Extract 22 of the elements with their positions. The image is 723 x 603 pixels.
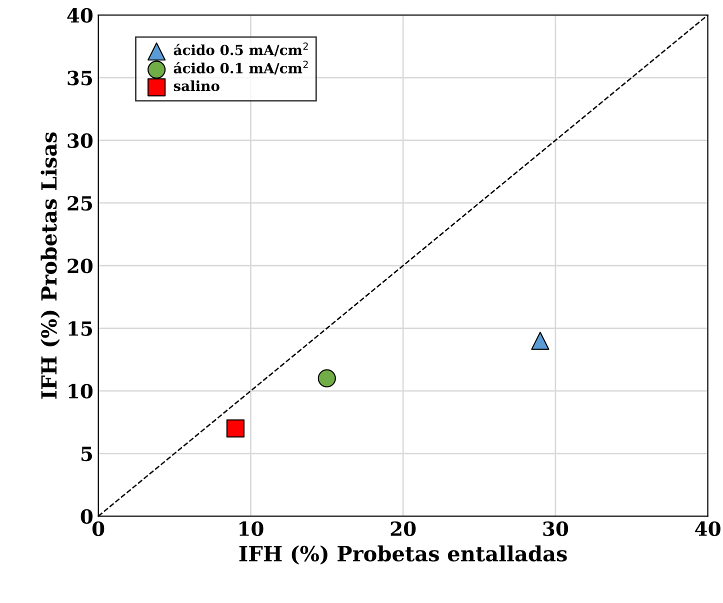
x-tick-label: 40 <box>695 521 720 536</box>
y-tick-label: 20 <box>68 258 93 274</box>
y-tick-label: 40 <box>67 8 93 23</box>
x-tick-label: 20 <box>390 521 416 536</box>
y-tick-label: 10 <box>68 384 93 399</box>
point <box>531 332 550 350</box>
y-tick-label: 15 <box>68 321 92 336</box>
point <box>318 369 336 388</box>
x-tick-label: 0 <box>92 521 104 536</box>
point <box>226 419 245 438</box>
y-tick-label: 35 <box>68 70 92 86</box>
legend-label: salino <box>174 80 220 92</box>
x-axis-title: IFH (%) Probetas entalladas <box>239 545 567 564</box>
y-tick-label: 30 <box>68 133 93 148</box>
x-tick-label: 30 <box>543 521 568 536</box>
y-tick-label: 5 <box>82 446 92 462</box>
legend-label: ácido 0.5 mA/cm$^{2}$ <box>174 42 308 56</box>
y-axis-title: IFH (%) Probetas Lisas <box>40 132 60 399</box>
y-tick-label: 0 <box>80 509 93 524</box>
y-tick-label: 25 <box>68 196 92 211</box>
legend-label: ácido 0.1 mA/cm$^{2}$ <box>174 60 308 75</box>
x-tick-label: 10 <box>240 521 264 536</box>
